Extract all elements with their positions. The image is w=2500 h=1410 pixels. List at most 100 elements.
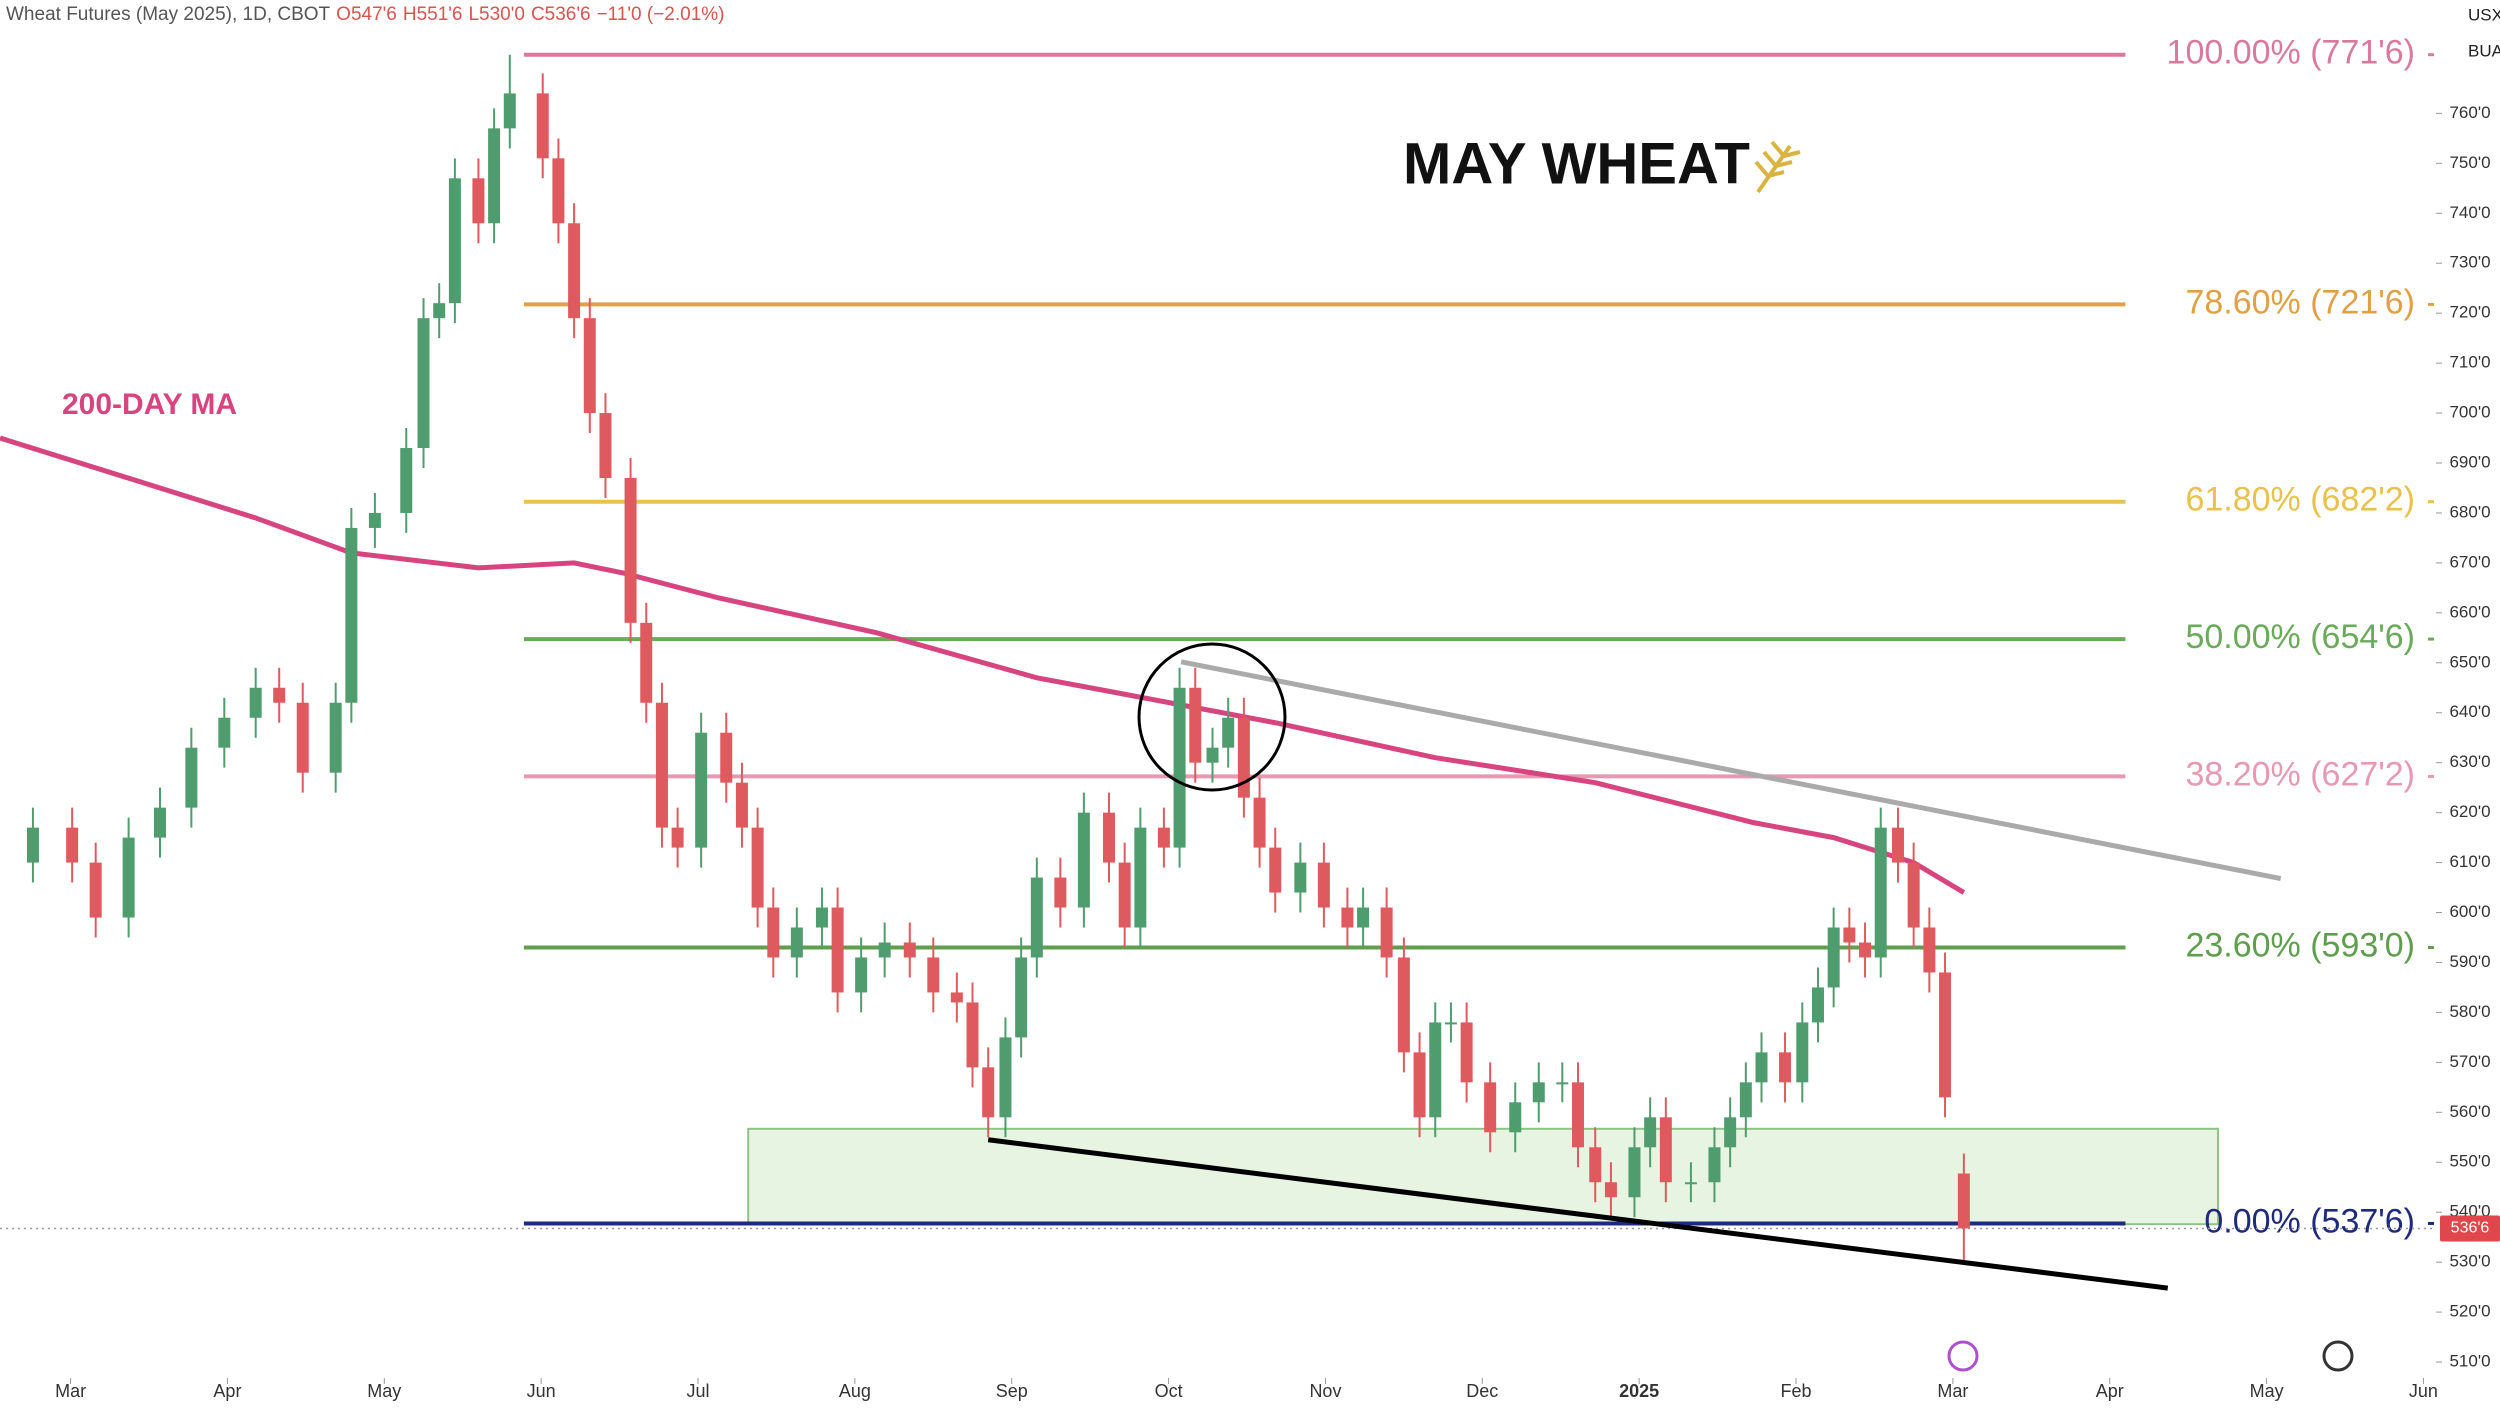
y-tick-label: 520'0 <box>2449 1302 2490 1321</box>
x-tick-label: May <box>2250 1381 2284 1401</box>
y-tick-label: 700'0 <box>2449 403 2490 422</box>
candle-body <box>1413 1052 1426 1118</box>
y-tick-label: 640'0 <box>2449 702 2490 721</box>
y-tick-label: 660'0 <box>2449 602 2490 621</box>
candle-body <box>1269 847 1282 893</box>
candle-body <box>66 827 79 863</box>
candle-body <box>1589 1147 1602 1183</box>
y-tick-label: 690'0 <box>2449 452 2490 471</box>
x-tick-label: Aug <box>839 1381 871 1401</box>
y-tick-label: 650'0 <box>2449 652 2490 671</box>
candle-body <box>1739 1082 1752 1118</box>
unit-label: BUA <box>2468 41 2500 60</box>
fib-label: 0.00% (537'6) <box>2204 1202 2415 1240</box>
symbol-title: Wheat Futures (May 2025), 1D, CBOT <box>6 4 331 25</box>
candle-body <box>368 512 381 528</box>
header: Wheat Futures (May 2025), 1D, CBOT O547'6… <box>6 4 725 26</box>
y-tick-label: 720'0 <box>2449 303 2490 322</box>
y-tick-label: 560'0 <box>2449 1102 2490 1121</box>
y-tick-label: 550'0 <box>2449 1152 2490 1171</box>
candle-body <box>671 827 684 848</box>
candle-body <box>1484 1082 1497 1133</box>
candle-body <box>640 622 653 703</box>
candle-body <box>448 178 461 304</box>
fib-label: 100.00% (771'6) <box>2167 34 2415 72</box>
candle-body <box>1030 877 1043 958</box>
x-tick-label: Jul <box>687 1381 710 1401</box>
candle-body <box>1923 927 1936 973</box>
alert-icon[interactable] <box>1947 1340 1979 1372</box>
candle-body <box>417 318 430 449</box>
x-tick-label: Dec <box>1466 1381 1498 1401</box>
low: L530'0 <box>468 4 525 25</box>
candle-body <box>1604 1182 1617 1198</box>
fib-label: 23.60% (593'0) <box>2185 926 2415 964</box>
candle-body <box>1222 717 1235 748</box>
candle-body <box>599 413 612 478</box>
candle-body <box>1843 927 1856 943</box>
candle-body <box>1509 1102 1522 1133</box>
close: C536'6 <box>530 4 591 25</box>
candle-body <box>89 862 102 918</box>
candle-body <box>1827 927 1840 988</box>
plot: 510'0520'0530'0540'0550'0560'0570'0580'0… <box>0 34 2500 1401</box>
candle-body <box>735 782 748 828</box>
candle-body <box>1659 1117 1672 1183</box>
last-price-tag <box>2440 1215 2500 1242</box>
candle-body <box>1206 747 1219 763</box>
candle-body <box>583 318 596 414</box>
open: O547'6 <box>336 4 397 25</box>
candle-body <box>1796 1022 1809 1083</box>
x-tick-label: Apr <box>2096 1381 2124 1401</box>
candle-body <box>1102 812 1115 863</box>
y-tick-label: 620'0 <box>2449 802 2490 821</box>
candle-body <box>433 303 446 319</box>
candle-body <box>1189 687 1202 763</box>
candle-body <box>982 1067 995 1118</box>
replay-icon[interactable] <box>2322 1340 2354 1372</box>
candle-body <box>831 907 844 993</box>
x-tick-label: Feb <box>1781 1381 1812 1401</box>
candle-body <box>1811 987 1824 1023</box>
candle-body <box>400 448 413 513</box>
candle-body <box>950 992 963 1003</box>
candle-body <box>568 223 581 319</box>
candle-body <box>185 747 198 808</box>
candle-body <box>903 942 916 958</box>
fib-label: 38.20% (627'2) <box>2185 755 2415 793</box>
y-tick-label: 630'0 <box>2449 752 2490 771</box>
candle-body <box>855 957 868 993</box>
candle-body <box>966 1002 979 1068</box>
candle-body <box>720 732 733 783</box>
candle-body <box>1644 1117 1657 1148</box>
change: −11'0 (−2.01%) <box>596 4 725 25</box>
candle-body <box>1891 827 1904 863</box>
candle-body <box>1628 1147 1641 1198</box>
candle-body <box>999 1037 1012 1118</box>
x-tick-label: Jun <box>527 1381 556 1401</box>
y-tick-label: 750'0 <box>2449 153 2490 172</box>
y-tick-label: 610'0 <box>2449 852 2490 871</box>
candle-body <box>1397 957 1410 1053</box>
candle-body <box>1341 907 1354 928</box>
y-tick-label: 580'0 <box>2449 1002 2490 1021</box>
candle-body <box>1357 907 1370 928</box>
x-tick-label: Mar <box>1937 1381 1968 1401</box>
candle-body <box>1294 862 1307 893</box>
candle-body <box>767 907 780 958</box>
y-tick-label: 730'0 <box>2449 253 2490 272</box>
candle-body <box>695 732 708 848</box>
candle-body <box>1157 827 1170 848</box>
candle-body <box>273 687 286 703</box>
candle-body <box>122 837 135 918</box>
currency-label: USX <box>2468 5 2500 24</box>
last-price-label: 536'6 <box>2451 1220 2490 1237</box>
candle-body <box>536 93 549 159</box>
high: H551'6 <box>402 4 463 25</box>
candle-body <box>1556 1082 1569 1085</box>
trendline <box>1180 659 2282 882</box>
y-tick-label: 570'0 <box>2449 1052 2490 1071</box>
candle-body <box>296 702 309 773</box>
chart-title: MAY WHEAT <box>1403 131 1750 196</box>
